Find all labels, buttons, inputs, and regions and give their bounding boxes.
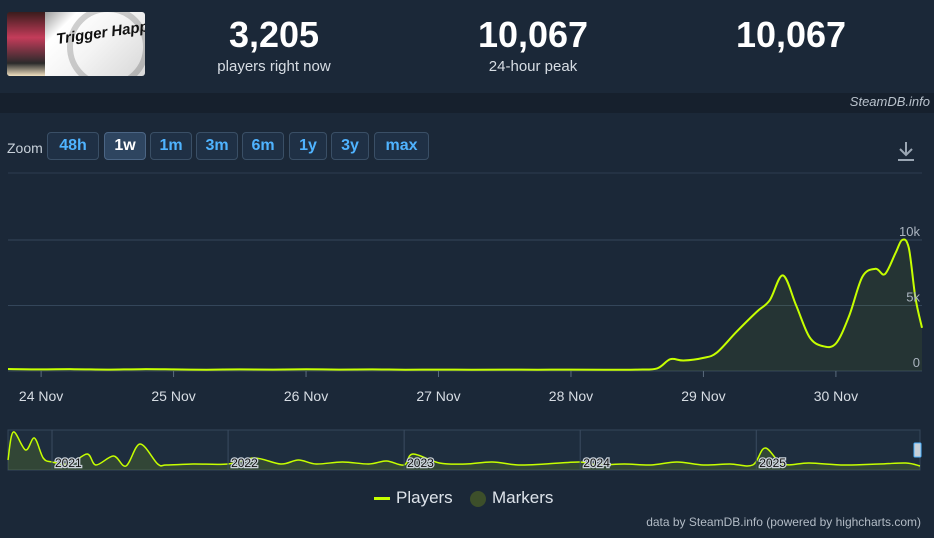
current-players-label: players right now	[217, 58, 331, 75]
navigator-handle	[913, 442, 922, 458]
legend-players-label: Players	[396, 488, 453, 507]
x-tick-29-Nov: 29 Nov	[681, 388, 725, 404]
chart-grid	[8, 172, 922, 372]
navigator-tick-2024: 2024	[583, 456, 610, 470]
navigator[interactable]: 2021 2022 2023 2024 2025	[7, 429, 922, 471]
current-players-value: 3,205	[228, 14, 320, 55]
players-series[interactable]	[7, 238, 923, 371]
y-tick-5k: 5k	[906, 290, 920, 305]
logo-ring-decoration	[67, 12, 145, 76]
y-tick-10k: 10k	[899, 224, 920, 239]
logo-character-art	[7, 12, 45, 76]
stat-current-players: 3,205 players right now	[174, 14, 374, 76]
zoom-button-max[interactable]: max	[374, 132, 429, 160]
game-logo[interactable]: Trigger Happy Havoc	[7, 12, 145, 76]
zoom-button-48h[interactable]: 48h	[47, 132, 99, 160]
peak-24h-label: 24-hour peak	[488, 58, 578, 75]
zoom-button-6m[interactable]: 6m	[242, 132, 284, 160]
steamdb-credit[interactable]: SteamDB.info	[849, 94, 930, 109]
zoom-button-1y[interactable]: 1y	[289, 132, 327, 160]
zoom-button-1m[interactable]: 1m	[150, 132, 192, 160]
navigator-tick-2023: 2023	[407, 456, 434, 470]
legend-markers-swatch	[470, 490, 486, 507]
navigator-tick-2022: 2022	[231, 456, 258, 470]
zoom-button-3y[interactable]: 3y	[331, 132, 369, 160]
stat-24h-peak: 10,067 24-hour peak	[433, 14, 633, 76]
legend-players[interactable]: Players	[374, 487, 453, 509]
zoom-button-1w[interactable]: 1w	[104, 132, 146, 160]
x-tick-26-Nov: 26 Nov	[284, 388, 328, 404]
x-tick-30-Nov: 30 Nov	[814, 388, 858, 404]
navigator-tick-2025: 2025	[759, 456, 786, 470]
legend-players-swatch	[374, 497, 390, 501]
logo-wordmark-text: Trigger Happy Havoc	[55, 12, 145, 48]
legend-markers[interactable]: Markers	[470, 487, 553, 509]
peak-24h-value: 10,067	[477, 14, 589, 55]
chart-area: Zoom 48h 1w 1m 3m 6m 1y 3y max 0 5k 10k 24 Nov 25 …	[0, 113, 934, 538]
legend-markers-label: Markers	[492, 488, 554, 507]
navigator-line	[7, 431, 921, 467]
player-chart[interactable]: 0 5k 10k 24 Nov 25 Nov 26 Nov 27 Nov 28 Nov 29 …	[0, 113, 934, 538]
navigator-tick-2021: 2021	[55, 456, 82, 470]
x-tick-27-Nov: 27 Nov	[416, 388, 460, 404]
stats-header: Trigger Happy Havoc 3,205 players right …	[0, 0, 934, 93]
zoom-label: Zoom	[7, 140, 43, 156]
players-line	[7, 238, 923, 371]
y-axis-ticks: 0 5k 10k	[899, 224, 920, 370]
highcharts-credits[interactable]: data by SteamDB.info (powered by highcha…	[646, 515, 921, 529]
players-area	[8, 239, 922, 371]
x-tick-28-Nov: 28 Nov	[549, 388, 593, 404]
all-time-peak-value: 10,067	[735, 14, 847, 55]
y-tick-0: 0	[913, 355, 920, 370]
x-axis-ticks: 24 Nov 25 Nov 26 Nov 27 Nov 28 Nov 29 Nov 30 N…	[19, 371, 858, 404]
zoom-button-3m[interactable]: 3m	[196, 132, 238, 160]
logo-wordmark: Trigger Happy Havoc	[55, 12, 145, 48]
x-tick-25-Nov: 25 Nov	[151, 388, 195, 404]
stat-all-time-peak: 10,067	[691, 16, 891, 58]
download-icon[interactable]	[896, 140, 916, 162]
credit-band: SteamDB.info	[0, 93, 934, 113]
navigator-area	[8, 431, 920, 470]
x-tick-24-Nov: 24 Nov	[19, 388, 63, 404]
